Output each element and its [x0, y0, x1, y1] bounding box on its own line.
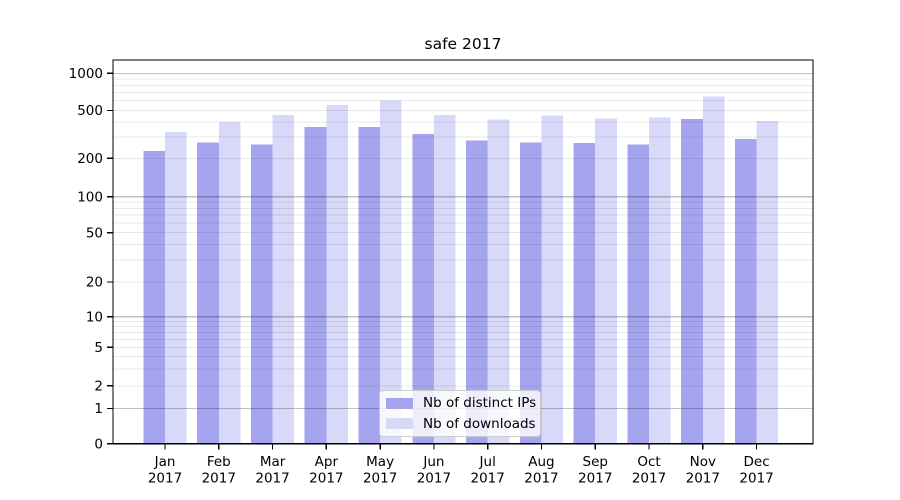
x-tick-label-year: 2017: [255, 471, 289, 487]
bar-dec-downloads: [756, 120, 779, 444]
x-tick-label-month: Jan: [154, 454, 176, 470]
bar-apr-downloads: [326, 104, 348, 444]
bar-jul-distinct-ips: [466, 140, 488, 444]
bar-aug-distinct-ips: [519, 142, 542, 444]
bar-may-distinct-ips: [358, 126, 381, 444]
x-tick-label-month: Jul: [479, 454, 496, 470]
x-tick-label-year: 2017: [471, 471, 505, 487]
x-tick-label-month: Nov: [690, 454, 716, 470]
y-tick-label: 5: [94, 340, 103, 356]
legend-label: Nb of downloads: [423, 415, 536, 432]
y-tick-label: 50: [86, 225, 103, 241]
bar-oct-distinct-ips: [627, 144, 650, 444]
y-tick-label: 2: [94, 379, 103, 395]
x-tick-label-year: 2017: [202, 471, 236, 487]
legend-swatch-distinct-ips: [386, 397, 413, 409]
bar-aug-downloads: [541, 115, 564, 444]
legend-item-downloads: Nb of downloads: [386, 415, 536, 433]
x-tick-label-month: Jun: [422, 454, 444, 470]
x-tick-label-year: 2017: [632, 471, 666, 487]
y-tick-label: 1: [94, 401, 103, 417]
y-tick-label: 100: [77, 189, 103, 205]
bar-dec-distinct-ips: [734, 138, 757, 444]
x-tick-label-month: Aug: [528, 454, 554, 470]
bar-feb-downloads: [218, 122, 241, 444]
x-tick-label-year: 2017: [686, 471, 720, 487]
bar-jun-distinct-ips: [412, 133, 434, 444]
bar-feb-distinct-ips: [197, 142, 219, 444]
x-tick-label-year: 2017: [524, 471, 558, 487]
x-tick-label-month: Oct: [637, 454, 660, 470]
x-tick-label-month: Dec: [744, 454, 770, 470]
y-tick-label: 200: [77, 151, 103, 167]
y-tick-label: 10: [86, 309, 103, 325]
plot-border: [112, 59, 814, 445]
x-tick-label-month: Mar: [260, 454, 286, 470]
legend-item-distinct-ips: Nb of distinct IPs: [386, 395, 537, 412]
x-tick-label-year: 2017: [309, 471, 343, 487]
x-tick-label-year: 2017: [417, 471, 451, 487]
y-tick-label: 0: [94, 436, 103, 452]
bar-may-downloads: [380, 100, 402, 444]
bar-apr-distinct-ips: [304, 126, 327, 444]
bar-nov-distinct-ips: [681, 118, 703, 444]
bar-jul-downloads: [487, 119, 510, 444]
bar-jun-downloads: [433, 114, 456, 444]
chart-title: safe 2017: [424, 35, 502, 53]
x-tick-label-year: 2017: [363, 471, 397, 487]
bar-jan-distinct-ips: [143, 151, 165, 444]
legend: Nb of distinct IPs Nb of downloads: [379, 390, 541, 437]
bar-nov-downloads: [702, 96, 725, 444]
x-tick-label-month: Apr: [315, 454, 339, 470]
legend-swatch-downloads: [386, 418, 413, 430]
legend-label: Nb of distinct IPs: [423, 395, 537, 412]
y-tick-label: 20: [86, 275, 103, 291]
y-tick-label: 1000: [69, 66, 103, 82]
bar-mar-downloads: [272, 114, 295, 444]
x-tick-label-month: May: [366, 454, 394, 470]
bar-sep-distinct-ips: [573, 143, 596, 444]
bar-jan-downloads: [165, 132, 187, 444]
x-tick-label-year: 2017: [578, 471, 612, 487]
bar-sep-downloads: [595, 118, 617, 444]
x-tick-label-month: Feb: [207, 454, 231, 470]
x-tick-label-year: 2017: [739, 471, 773, 487]
x-tick-label-month: Sep: [583, 454, 608, 470]
x-tick-label-year: 2017: [148, 471, 182, 487]
bar-oct-downloads: [649, 117, 671, 444]
bar-mar-distinct-ips: [250, 144, 273, 444]
y-tick-label: 500: [77, 103, 103, 119]
